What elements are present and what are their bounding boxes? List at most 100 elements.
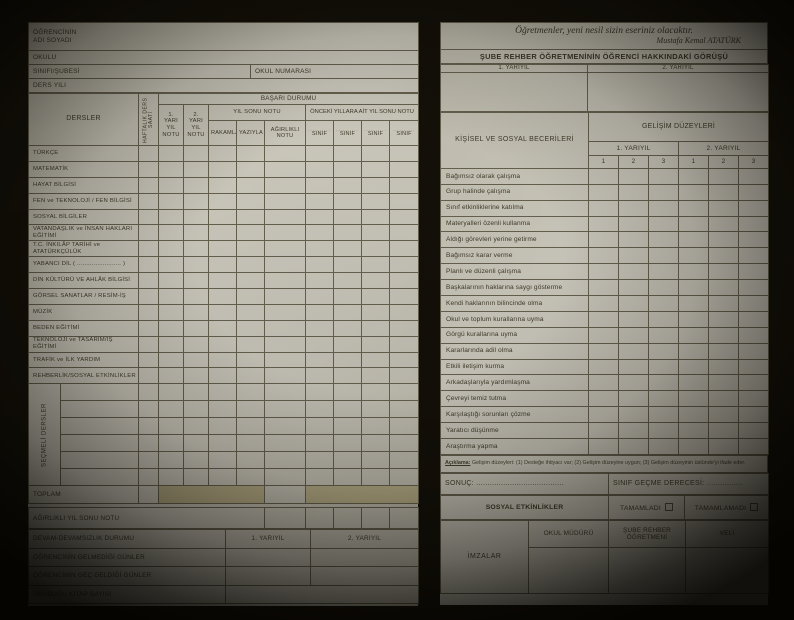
grade-cell — [333, 208, 362, 226]
elective-course-name — [60, 451, 139, 470]
grade-cell — [648, 199, 679, 217]
grade-cell — [264, 288, 306, 305]
grade-cell — [236, 224, 265, 242]
grade-cell — [618, 422, 649, 440]
grade-cell — [678, 247, 709, 265]
grade-cell — [678, 310, 709, 328]
grade-cell — [183, 400, 209, 419]
student-name-field: ÖĞRENCİNİN ADI SOYADI — [28, 22, 419, 51]
grade-cell — [708, 438, 739, 455]
grade-cell — [588, 215, 619, 233]
grade-cell — [388, 176, 420, 194]
level-column-header: 2 — [618, 154, 649, 169]
grade-cell — [138, 176, 159, 194]
grade-cell — [648, 279, 679, 297]
table-row: TÜRKÇE — [28, 145, 420, 162]
grade-cell — [361, 288, 390, 305]
grade-cell — [678, 358, 709, 376]
table-row: Görgü kurallarına uyma — [440, 326, 770, 344]
grade-cell — [138, 145, 159, 162]
grade-cell — [305, 208, 334, 226]
grade-cell — [183, 434, 209, 453]
grade-cell — [183, 176, 209, 194]
elective-course-name — [60, 400, 139, 419]
school-number-field: OKUL NUMARASI — [250, 64, 419, 79]
grade-cell — [388, 192, 420, 210]
class-column-header: .......... SINIF — [388, 120, 420, 146]
skill-name: Bağımsız olarak çalışma — [440, 167, 589, 185]
numeric-grade-header: RAKAMLA — [208, 120, 237, 146]
grade-cell — [208, 335, 237, 353]
grade-cell — [388, 272, 420, 290]
grade-cell — [183, 224, 209, 242]
total-weekly-hours-cell — [138, 485, 159, 505]
grade-cell — [264, 256, 306, 274]
grade-cell — [264, 240, 306, 258]
grade-cell — [305, 319, 334, 337]
grade-cell — [678, 422, 709, 440]
grade-cell — [648, 438, 679, 455]
school-year-field: DERS YILI — [28, 78, 419, 93]
grade-cell — [158, 272, 184, 290]
grade-cell — [737, 438, 770, 455]
grade-cell — [183, 192, 209, 210]
grade-cell — [333, 468, 362, 487]
success-status-header: BAŞARI DURUMU — [157, 93, 420, 105]
grade-cell — [708, 422, 739, 440]
table-row: TRAFİK ve İLK YARDIM — [28, 351, 420, 369]
grade-cell — [737, 310, 770, 328]
grade-cell — [158, 468, 184, 487]
grade-cell — [389, 507, 420, 530]
note-text: Gelişim düzeyleri: (1) Desteğe ihtiyacı … — [471, 459, 746, 466]
table-row: SEÇMELİ DERSLER — [28, 383, 420, 486]
course-name: TRAFİK ve İLK YARDIM — [28, 351, 139, 369]
grade-cell — [648, 390, 679, 408]
grade-cell — [158, 319, 184, 337]
grade-cell — [264, 451, 306, 470]
grade-cell — [305, 434, 334, 453]
previous-years-header: ÖNCEKİ YILLARA AİT YIL SONU NOTU — [304, 104, 420, 121]
grade-cell — [264, 272, 306, 290]
skills-section-title: KİŞİSEL VE SOSYAL BECERİLERİ — [440, 111, 589, 169]
quote-author: Mustafa Kemal ATATÜRK — [656, 36, 741, 45]
grade-cell — [588, 406, 619, 424]
skill-name: Planlı ve düzenli çalışma — [440, 263, 589, 281]
grade-cell — [588, 279, 619, 297]
books-read-label: OKUDUĞU KİTAP SAYISI — [28, 584, 226, 605]
table-row: Arkadaşlarıyla yardımlaşma — [440, 374, 770, 392]
result-table: SONUÇ: .................................… — [440, 472, 769, 495]
total-row: TOPLAM — [28, 485, 420, 505]
grades-table: DERSLER HAFTALIK DERS SAATİ BAŞARI DURUM… — [28, 93, 420, 505]
grade-cell — [737, 406, 770, 424]
course-name: SOSYAL BİLGİLER — [28, 208, 139, 226]
grade-cell — [236, 417, 265, 436]
opinion-sem1-cell — [440, 71, 588, 112]
grade-cell — [138, 400, 159, 419]
grade-cell — [183, 240, 209, 258]
grade-cell — [388, 288, 420, 305]
opinion-sem2-header: 2. YARIYIL — [587, 64, 769, 73]
grade-cell — [183, 145, 209, 162]
table-row: Bağımsız olarak çalışma — [440, 167, 770, 185]
grade-cell — [588, 438, 619, 455]
principal-signature-cell — [528, 546, 609, 594]
grade-cell — [183, 303, 209, 321]
grade-cell — [264, 335, 306, 353]
grade-cell — [678, 215, 709, 233]
grade-cell — [648, 231, 679, 249]
skill-name: Materyalleri özenli kullanma — [440, 215, 589, 233]
grade-cell — [648, 167, 679, 185]
table-row: Karşılaştığı sorunları çözme — [440, 406, 770, 424]
total-label: TOPLAM — [28, 485, 139, 505]
grade-cell — [208, 240, 237, 258]
not-completed-checkbox — [750, 502, 759, 511]
grade-cell — [183, 272, 209, 290]
total-weighted-cell — [264, 485, 306, 505]
grade-cell — [138, 160, 159, 178]
class-column-header: .......... SINIF — [333, 120, 362, 146]
grade-cell — [708, 310, 739, 328]
grade-cell — [236, 434, 265, 453]
grade-cell — [708, 279, 739, 297]
grade-cell — [333, 383, 362, 402]
